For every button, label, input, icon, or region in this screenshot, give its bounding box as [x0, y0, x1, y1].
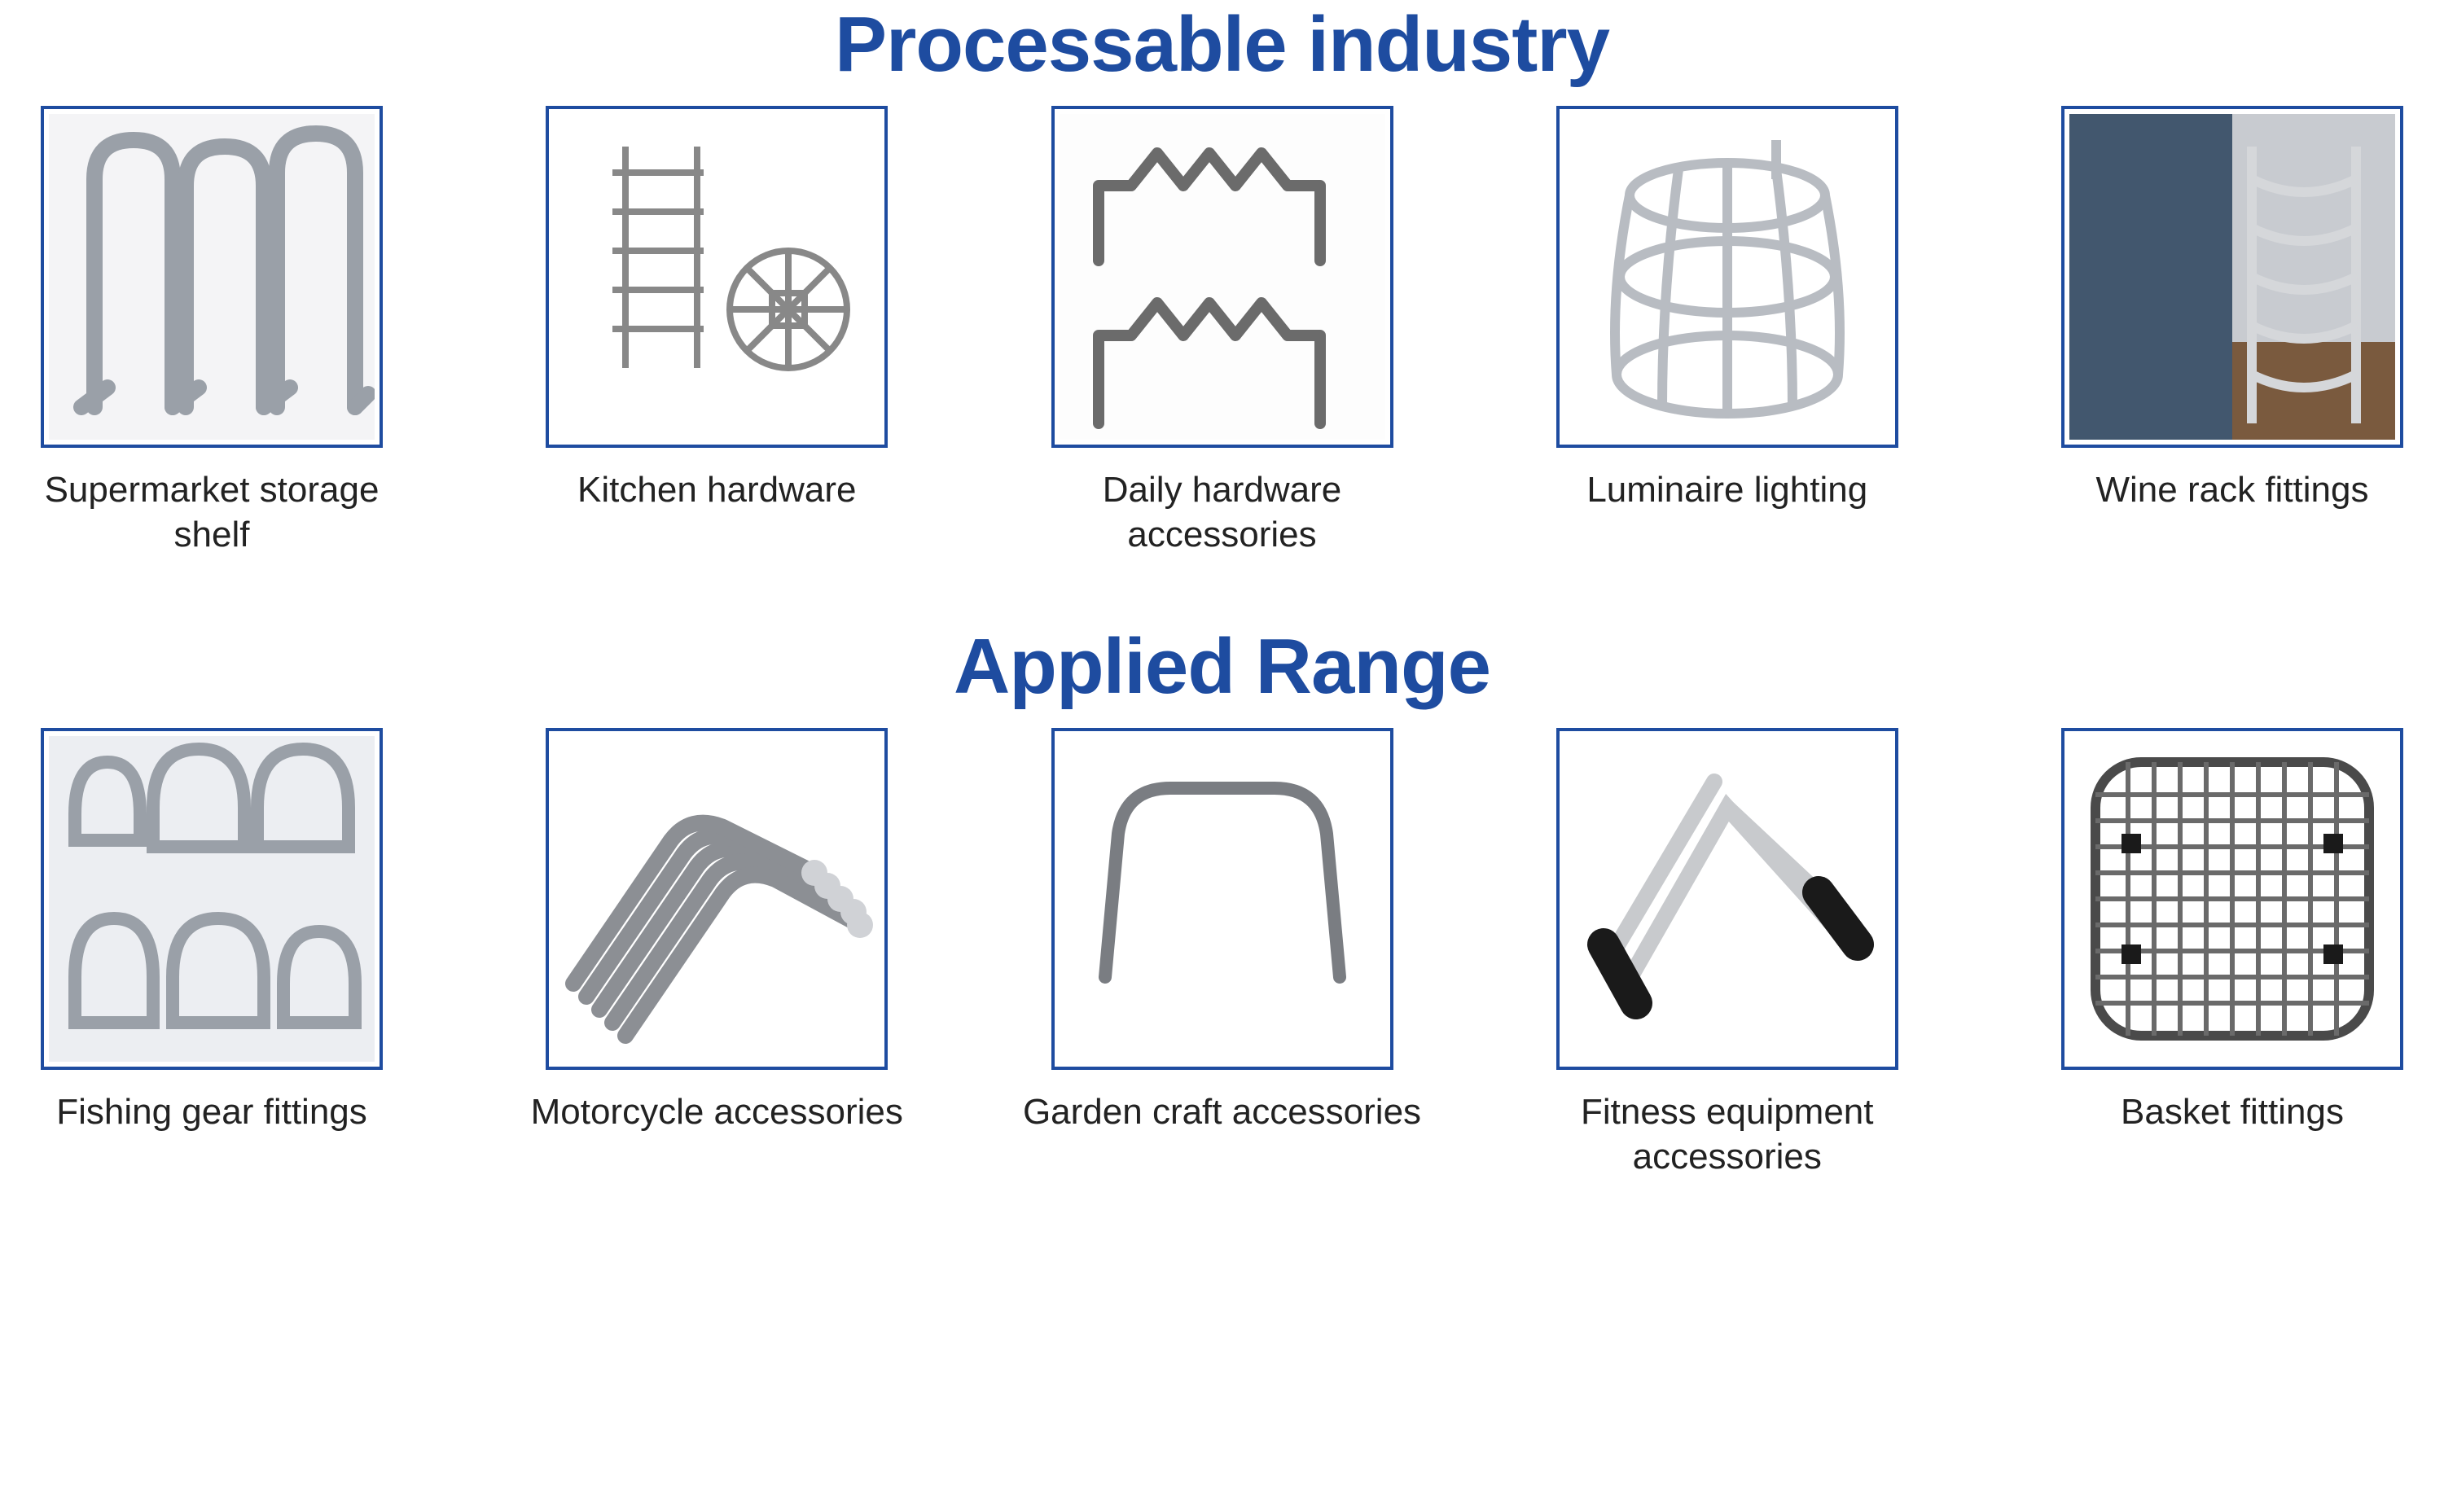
caption-basket: Basket fittings	[2121, 1089, 2344, 1134]
caption-kitchen-hardware: Kitchen hardware	[577, 467, 856, 512]
thumb-fitness	[1556, 728, 1898, 1070]
card-kitchen-hardware: Kitchen hardware	[513, 106, 920, 557]
thumb-wine-rack	[2061, 106, 2403, 448]
wire-basket-icon	[2069, 736, 2395, 1062]
caption-fitness: Fitness equipment accessories	[1524, 1089, 1931, 1179]
thumb-basket	[2061, 728, 2403, 1070]
thumb-kitchen-hardware	[546, 106, 888, 448]
bent-rods-icon	[554, 736, 880, 1062]
caption-daily-hardware: Daily hardware accessories	[1019, 467, 1426, 557]
grip-bar-icon	[1564, 736, 1890, 1062]
card-basket: Basket fittings	[2029, 728, 2436, 1179]
kitchen-grid-fan-icon	[554, 114, 880, 440]
section-title-1: Processable industry	[0, 0, 2444, 90]
wire-cage-icon	[1564, 114, 1890, 440]
thumb-supermarket-shelf	[41, 106, 383, 448]
card-wine-rack: Wine rack fittings	[2029, 106, 2436, 557]
grid-processable: Supermarket storage shelf	[0, 90, 2444, 557]
card-motorcycle: Motorcycle accessories	[513, 728, 920, 1179]
wine-rack-icon	[2069, 114, 2395, 440]
card-daily-hardware: Daily hardware accessories	[1019, 106, 1426, 557]
card-fishing-gear: Fishing gear fittings	[8, 728, 415, 1179]
caption-luminaire: Luminaire lighting	[1586, 467, 1867, 512]
card-luminaire: Luminaire lighting	[1524, 106, 1931, 557]
u-hooks-icon	[49, 114, 375, 440]
thumb-daily-hardware	[1051, 106, 1393, 448]
caption-fishing-gear: Fishing gear fittings	[56, 1089, 367, 1134]
caption-supermarket-shelf: Supermarket storage shelf	[8, 467, 415, 557]
caption-motorcycle: Motorcycle accessories	[531, 1089, 903, 1134]
thumb-fishing-gear	[41, 728, 383, 1070]
card-garden-craft: Garden craft accessories	[1019, 728, 1426, 1179]
thumb-luminaire	[1556, 106, 1898, 448]
arch-handle-icon	[1060, 736, 1385, 1062]
card-supermarket-shelf: Supermarket storage shelf	[8, 106, 415, 557]
thumb-motorcycle	[546, 728, 888, 1070]
section-title-2: Applied Range	[0, 622, 2444, 712]
card-fitness: Fitness equipment accessories	[1524, 728, 1931, 1179]
d-rings-icon	[49, 736, 375, 1062]
zigzag-wires-icon	[1060, 114, 1385, 440]
grid-applied-range: Fishing gear fittings Motorcycle	[0, 712, 2444, 1179]
caption-garden-craft: Garden craft accessories	[1023, 1089, 1421, 1134]
caption-wine-rack: Wine rack fittings	[2096, 467, 2369, 512]
thumb-garden-craft	[1051, 728, 1393, 1070]
